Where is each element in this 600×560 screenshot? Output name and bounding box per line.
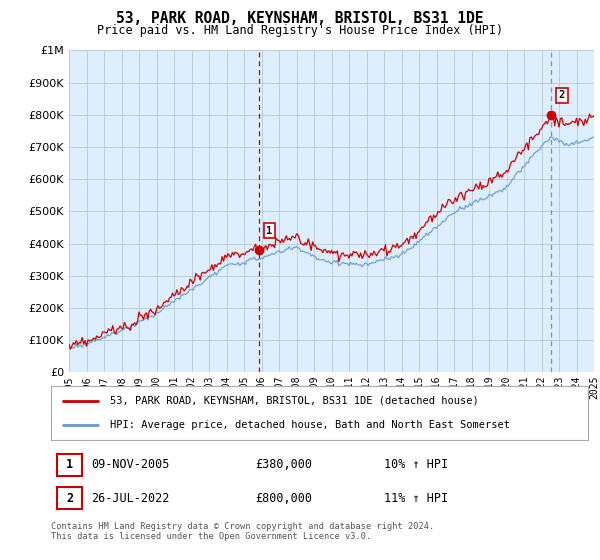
Text: 2: 2 xyxy=(66,492,73,505)
Text: £800,000: £800,000 xyxy=(255,492,312,505)
Text: 53, PARK ROAD, KEYNSHAM, BRISTOL, BS31 1DE (detached house): 53, PARK ROAD, KEYNSHAM, BRISTOL, BS31 1… xyxy=(110,396,479,406)
Text: Price paid vs. HM Land Registry's House Price Index (HPI): Price paid vs. HM Land Registry's House … xyxy=(97,24,503,36)
Text: 2: 2 xyxy=(559,91,565,100)
Text: HPI: Average price, detached house, Bath and North East Somerset: HPI: Average price, detached house, Bath… xyxy=(110,420,510,430)
Text: 10% ↑ HPI: 10% ↑ HPI xyxy=(384,458,448,472)
Text: 09-NOV-2005: 09-NOV-2005 xyxy=(91,458,170,472)
Text: Contains HM Land Registry data © Crown copyright and database right 2024.
This d: Contains HM Land Registry data © Crown c… xyxy=(51,522,434,542)
Text: 53, PARK ROAD, KEYNSHAM, BRISTOL, BS31 1DE: 53, PARK ROAD, KEYNSHAM, BRISTOL, BS31 1… xyxy=(116,11,484,26)
Text: 1: 1 xyxy=(66,458,73,472)
Text: £380,000: £380,000 xyxy=(255,458,312,472)
Bar xyxy=(58,454,82,476)
Bar xyxy=(58,487,82,509)
Text: 11% ↑ HPI: 11% ↑ HPI xyxy=(384,492,448,505)
Text: 26-JUL-2022: 26-JUL-2022 xyxy=(91,492,170,505)
Text: 1: 1 xyxy=(266,226,272,236)
